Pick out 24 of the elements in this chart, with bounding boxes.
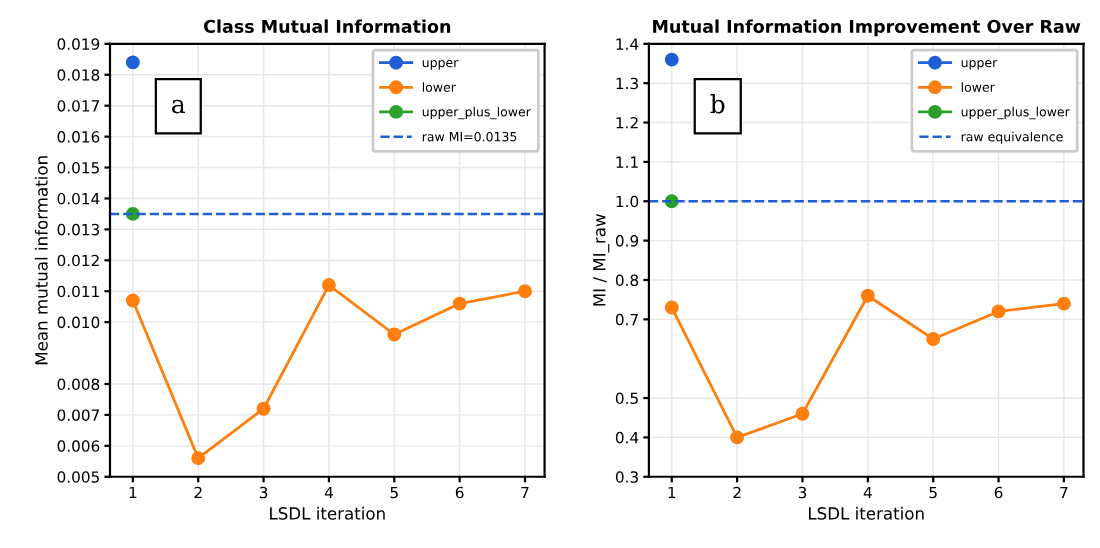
- point: [795, 406, 810, 421]
- y-axis-title: Mean mutual information: [34, 156, 48, 365]
- point: [321, 278, 336, 292]
- annotation: b: [710, 94, 725, 114]
- point: [860, 288, 875, 303]
- point: [125, 293, 140, 308]
- x-axis-title: LSDL iteration: [808, 506, 924, 520]
- annotation: a: [172, 99, 186, 114]
- point: [664, 300, 679, 315]
- point: [926, 332, 941, 346]
- x-axis-title: LSDL iteration: [270, 506, 385, 520]
- y-axis-title: MI / MI_raw: [593, 214, 610, 306]
- point: [256, 401, 271, 416]
- point: [991, 304, 1006, 319]
- point: [518, 284, 532, 299]
- point: [452, 296, 467, 311]
- point: [387, 327, 402, 342]
- point: [730, 430, 745, 445]
- chart-title: Class Mutual Information: [204, 19, 451, 33]
- point: [125, 55, 140, 70]
- chart-title: Mutual Information Improvement Over Raw: [653, 19, 1081, 37]
- point: [191, 451, 206, 466]
- point: [664, 52, 679, 67]
- point: [1056, 296, 1071, 311]
